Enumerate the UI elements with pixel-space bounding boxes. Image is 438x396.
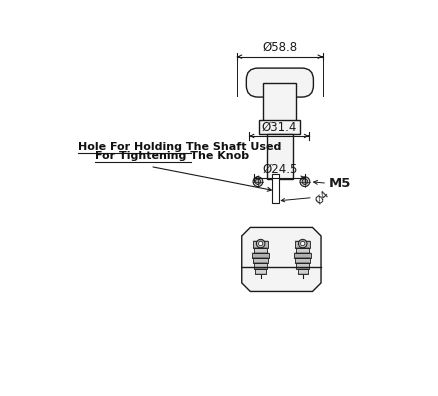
Bar [272,174,278,203]
Bar [294,241,310,248]
Bar [266,133,293,179]
Text: Hole For Holding The Shaft Used: Hole For Holding The Shaft Used [78,143,281,152]
Bar [297,268,307,274]
Circle shape [254,179,260,185]
Bar [254,263,266,268]
FancyBboxPatch shape [246,68,313,97]
Bar [259,120,300,134]
Text: Ø4: Ø4 [313,189,330,206]
Bar [252,253,268,258]
Circle shape [299,177,309,187]
Bar [253,258,267,263]
Text: Ø58.8: Ø58.8 [262,41,297,53]
Circle shape [258,242,262,246]
Bar [252,241,268,248]
Bar [296,263,308,268]
Bar [262,83,295,121]
Polygon shape [241,227,320,291]
Circle shape [301,179,307,185]
Circle shape [256,239,264,248]
Circle shape [298,239,306,248]
Bar [254,248,266,253]
Circle shape [300,242,304,246]
Text: M5: M5 [328,177,350,190]
Text: For Tightening The Knob: For Tightening The Knob [95,151,248,161]
Bar [294,253,311,258]
Text: Ø24.5: Ø24.5 [261,163,297,175]
Text: Ø31.4: Ø31.4 [261,120,296,133]
Bar [295,258,309,263]
Bar [255,268,265,274]
Bar [296,248,308,253]
Circle shape [252,177,262,187]
